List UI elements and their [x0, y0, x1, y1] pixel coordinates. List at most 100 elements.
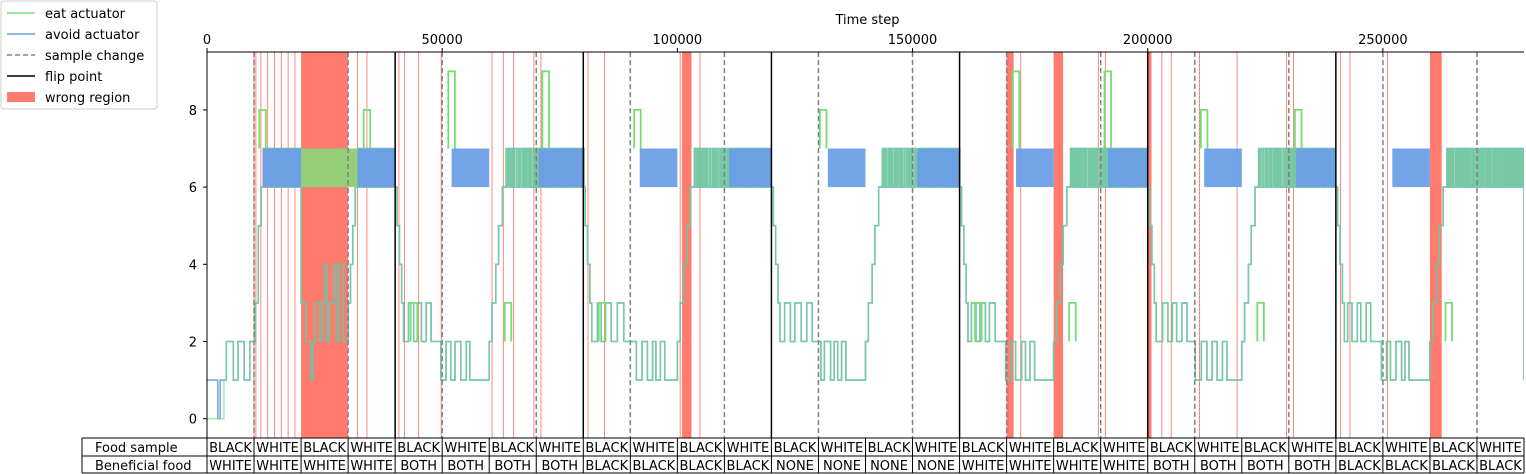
- table-cell: BLACK: [1338, 459, 1381, 474]
- table-cell: BLACK: [491, 441, 534, 456]
- table-cell: BLACK: [680, 441, 723, 456]
- table-cell: BLACK: [1432, 441, 1475, 456]
- table-cell: BLACK: [1338, 441, 1381, 456]
- y-tick-label: 2: [189, 336, 197, 351]
- table-cell: BOTH: [1153, 459, 1190, 474]
- eat-spike: [258, 109, 267, 149]
- avoid-oscillation-band: [1016, 148, 1054, 188]
- table-cell: BLACK: [585, 459, 628, 474]
- table-cell: NONE: [917, 459, 955, 474]
- table-cell: WHITE: [1009, 441, 1052, 456]
- legend-swatch: [7, 92, 35, 102]
- y-tick-label: 6: [189, 181, 197, 196]
- table-row-label: Beneficial food: [95, 459, 192, 474]
- x-tick-label: 0: [203, 33, 211, 48]
- table-cell: BLACK: [1385, 459, 1428, 474]
- table-cell: BLACK: [303, 441, 346, 456]
- eat-spike: [818, 109, 828, 149]
- data-table: Food sample Beneficial food BLACK WHITE WHIT…: [81, 437, 1525, 474]
- table-cell: WHITE: [444, 441, 487, 456]
- table-cell: WHITE: [350, 459, 393, 474]
- table-cell: WHITE: [633, 441, 676, 456]
- wrong-region-band: [1429, 52, 1442, 438]
- y-tick-label: 8: [189, 104, 197, 119]
- eat-spike: [1011, 70, 1021, 149]
- legend: eat actuator avoid actuator sample change f…: [0, 0, 158, 110]
- eat-spike: [409, 302, 419, 342]
- table-cell: WHITE: [1009, 459, 1052, 474]
- y-tick-label: 4: [189, 258, 197, 273]
- table-cell: NONE: [776, 459, 814, 474]
- legend-label: eat actuator: [45, 7, 126, 22]
- table-cell: BOTH: [400, 459, 437, 474]
- eat-spike: [1103, 70, 1112, 149]
- axes: 0 50000 100000 150000 200000 250000 Time step 0…: [189, 13, 1524, 438]
- x-tick-label: 50000: [421, 33, 462, 48]
- table-cell: BLACK: [632, 459, 675, 474]
- table-cell: WHITE: [538, 441, 581, 456]
- avoid-oscillation-band: [451, 148, 490, 188]
- wrong-region-band: [1006, 52, 1014, 438]
- table-cell: WHITE: [1103, 459, 1146, 474]
- data-series: [207, 70, 1524, 420]
- table-cell: WHITE: [350, 441, 393, 456]
- wrong-region-band: [301, 52, 349, 438]
- avoid-oscillation-band: [1392, 148, 1430, 188]
- eat-spike: [633, 109, 642, 149]
- legend-label: sample change: [45, 49, 144, 64]
- table-cell: BLACK: [1150, 441, 1193, 456]
- table-cell: NONE: [823, 459, 861, 474]
- table-cell: WHITE: [821, 441, 864, 456]
- table-cell: WHITE: [303, 459, 346, 474]
- x-tick-label: 150000: [888, 33, 938, 48]
- avoid-oscillation-band: [1295, 148, 1336, 188]
- table-cell: BLACK: [727, 459, 770, 474]
- table-cell: BLACK: [209, 441, 252, 456]
- avoid-oscillation-band: [262, 148, 302, 188]
- x-tick-label: 250000: [1358, 33, 1408, 48]
- table-cell: BOTH: [1200, 459, 1237, 474]
- x-axis-title: Time step: [834, 13, 899, 28]
- marker-lines: [253, 52, 1478, 438]
- table-cell: BOTH: [1294, 459, 1331, 474]
- avoid-oscillation-band: [639, 148, 678, 188]
- table-cell: BLACK: [1432, 459, 1475, 474]
- table-cell: WHITE: [727, 441, 770, 456]
- table-cell: BLACK: [1244, 441, 1287, 456]
- table-cell: BOTH: [1247, 459, 1284, 474]
- wrong-region-band: [1053, 52, 1064, 438]
- avoid-oscillation-band: [1204, 148, 1242, 188]
- y-tick-label: 0: [189, 413, 197, 428]
- table-cell: WHITE: [209, 459, 252, 474]
- table-cell: WHITE: [1103, 441, 1146, 456]
- eat-spike: [362, 109, 372, 149]
- avoid-oscillation-band: [729, 148, 772, 188]
- legend-label: wrong region: [45, 91, 130, 106]
- table-row-label: Food sample: [95, 441, 178, 456]
- table-cell: BLACK: [680, 459, 723, 474]
- avoid-oscillation-band: [917, 148, 960, 188]
- table-cell: WHITE: [962, 459, 1005, 474]
- table-cell: WHITE: [256, 459, 299, 474]
- table-cell: WHITE: [1385, 441, 1428, 456]
- eat-spike: [597, 302, 607, 342]
- table-cell: BLACK: [962, 441, 1005, 456]
- eat-spike: [1256, 302, 1265, 342]
- avoid-oscillation-band: [355, 148, 396, 188]
- eat-spike: [1068, 302, 1077, 342]
- table-cell: BLACK: [397, 441, 440, 456]
- legend-box: [0, 0, 158, 110]
- table-cell: BLACK: [774, 441, 817, 456]
- x-tick-label: 200000: [1123, 33, 1173, 48]
- avoid-oscillation-band: [827, 148, 866, 188]
- table-cell: BLACK: [585, 441, 628, 456]
- table-cell: NONE: [870, 459, 908, 474]
- eat-spike: [447, 70, 456, 149]
- table-cell: BLACK: [1479, 459, 1522, 474]
- eat-spike: [541, 70, 550, 149]
- eat-spike: [974, 302, 983, 342]
- table-cell: BOTH: [541, 459, 578, 474]
- x-tick-label: 100000: [653, 33, 703, 48]
- eat-spike: [1444, 302, 1453, 342]
